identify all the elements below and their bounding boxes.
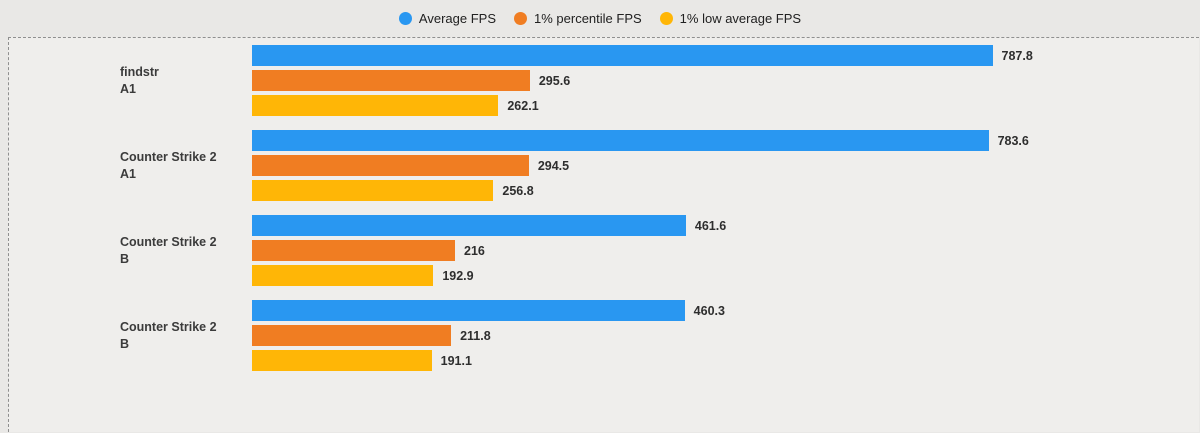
group-bars: 787.8 295.6 262.1 [252, 45, 1199, 116]
legend-item-1pct-low-average-fps: 1% low average FPS [659, 11, 802, 26]
chart-group: findstr A1 787.8 295.6 262.1 [9, 45, 1199, 116]
bar-row: 256.8 [252, 180, 1199, 201]
group-label-line2: A1 [120, 81, 136, 96]
bar-value-label: 191.1 [440, 353, 472, 368]
bar-row: 461.6 [252, 215, 1199, 236]
bar-chart: findstr A1 787.8 295.6 262.1 Counter Strike 2… [8, 37, 1199, 432]
group-label-line2: A1 [120, 166, 136, 181]
bar-average-fps [252, 45, 993, 66]
chart-group: Counter Strike 2 A1 783.6 294.5 256.8 [9, 130, 1199, 201]
bar-value-label: 192.9 [442, 268, 474, 283]
legend-dot-orange-icon [514, 12, 527, 25]
bar-row: 294.5 [252, 155, 1199, 176]
chart-group: Counter Strike 2 B 461.6 216 192.9 [9, 215, 1199, 286]
bar-row: 192.9 [252, 265, 1199, 286]
bar-row: 262.1 [252, 95, 1199, 116]
legend-label: 1% percentile FPS [534, 11, 642, 26]
legend-label: 1% low average FPS [679, 11, 802, 26]
group-bars: 461.6 216 192.9 [252, 215, 1199, 286]
bar-value-label: 262.1 [507, 98, 539, 113]
group-label: Counter Strike 2 A1 [9, 130, 252, 201]
group-label-line2: B [120, 336, 130, 351]
bar-row: 783.6 [252, 130, 1199, 151]
bar-row: 191.1 [252, 350, 1199, 371]
bar-value-label: 295.6 [538, 73, 571, 88]
bar-average-fps [252, 130, 989, 151]
bar-1-percentile-fps [252, 240, 456, 261]
bar-1-percentile-fps [252, 155, 529, 176]
group-label-line2: B [120, 251, 130, 266]
bar-value-label: 256.8 [502, 183, 534, 198]
bar-row: 216 [252, 240, 1199, 261]
bar-value-label: 461.6 [694, 218, 727, 233]
legend-label: Average FPS [418, 11, 496, 26]
bar-average-fps [252, 215, 686, 236]
bar-1-low-average-fps [252, 350, 432, 371]
bar-row: 295.6 [252, 70, 1199, 91]
bar-row: 211.8 [252, 325, 1199, 346]
group-label: Counter Strike 2 B [9, 300, 252, 371]
bar-row: 787.8 [252, 45, 1199, 66]
group-bars: 460.3 211.8 191.1 [252, 300, 1199, 371]
bar-value-label: 787.8 [1001, 48, 1033, 63]
bar-value-label: 460.3 [693, 303, 725, 318]
bar-1-percentile-fps [252, 325, 452, 346]
bar-value-label: 216 [464, 243, 485, 258]
legend-item-1pct-percentile-fps: 1% percentile FPS [514, 11, 642, 26]
group-label: findstr A1 [9, 45, 252, 116]
bar-row: 460.3 [252, 300, 1199, 321]
chart-group: Counter Strike 2 B 460.3 211.8 191.1 [9, 300, 1199, 371]
bar-value-label: 211.8 [460, 328, 491, 343]
group-label-line1: Counter Strike 2 [120, 234, 217, 249]
bar-value-label: 783.6 [997, 133, 1029, 148]
group-bars: 783.6 294.5 256.8 [252, 130, 1199, 201]
group-label-line1: findstr [120, 64, 159, 79]
group-label: Counter Strike 2 B [9, 215, 252, 286]
bar-1-low-average-fps [252, 180, 494, 201]
bar-value-label: 294.5 [537, 158, 570, 173]
bar-average-fps [252, 300, 685, 321]
bar-1-percentile-fps [252, 70, 530, 91]
chart-legend: Average FPS 1% percentile FPS 1% low ave… [0, 0, 1200, 37]
bar-1-low-average-fps [252, 265, 434, 286]
legend-dot-amber-icon [659, 12, 673, 25]
bar-1-low-average-fps [252, 95, 499, 116]
group-label-line1: Counter Strike 2 [120, 319, 217, 334]
legend-dot-blue-icon [398, 12, 412, 25]
group-label-line1: Counter Strike 2 [120, 149, 217, 164]
legend-item-average-fps: Average FPS [398, 11, 496, 26]
